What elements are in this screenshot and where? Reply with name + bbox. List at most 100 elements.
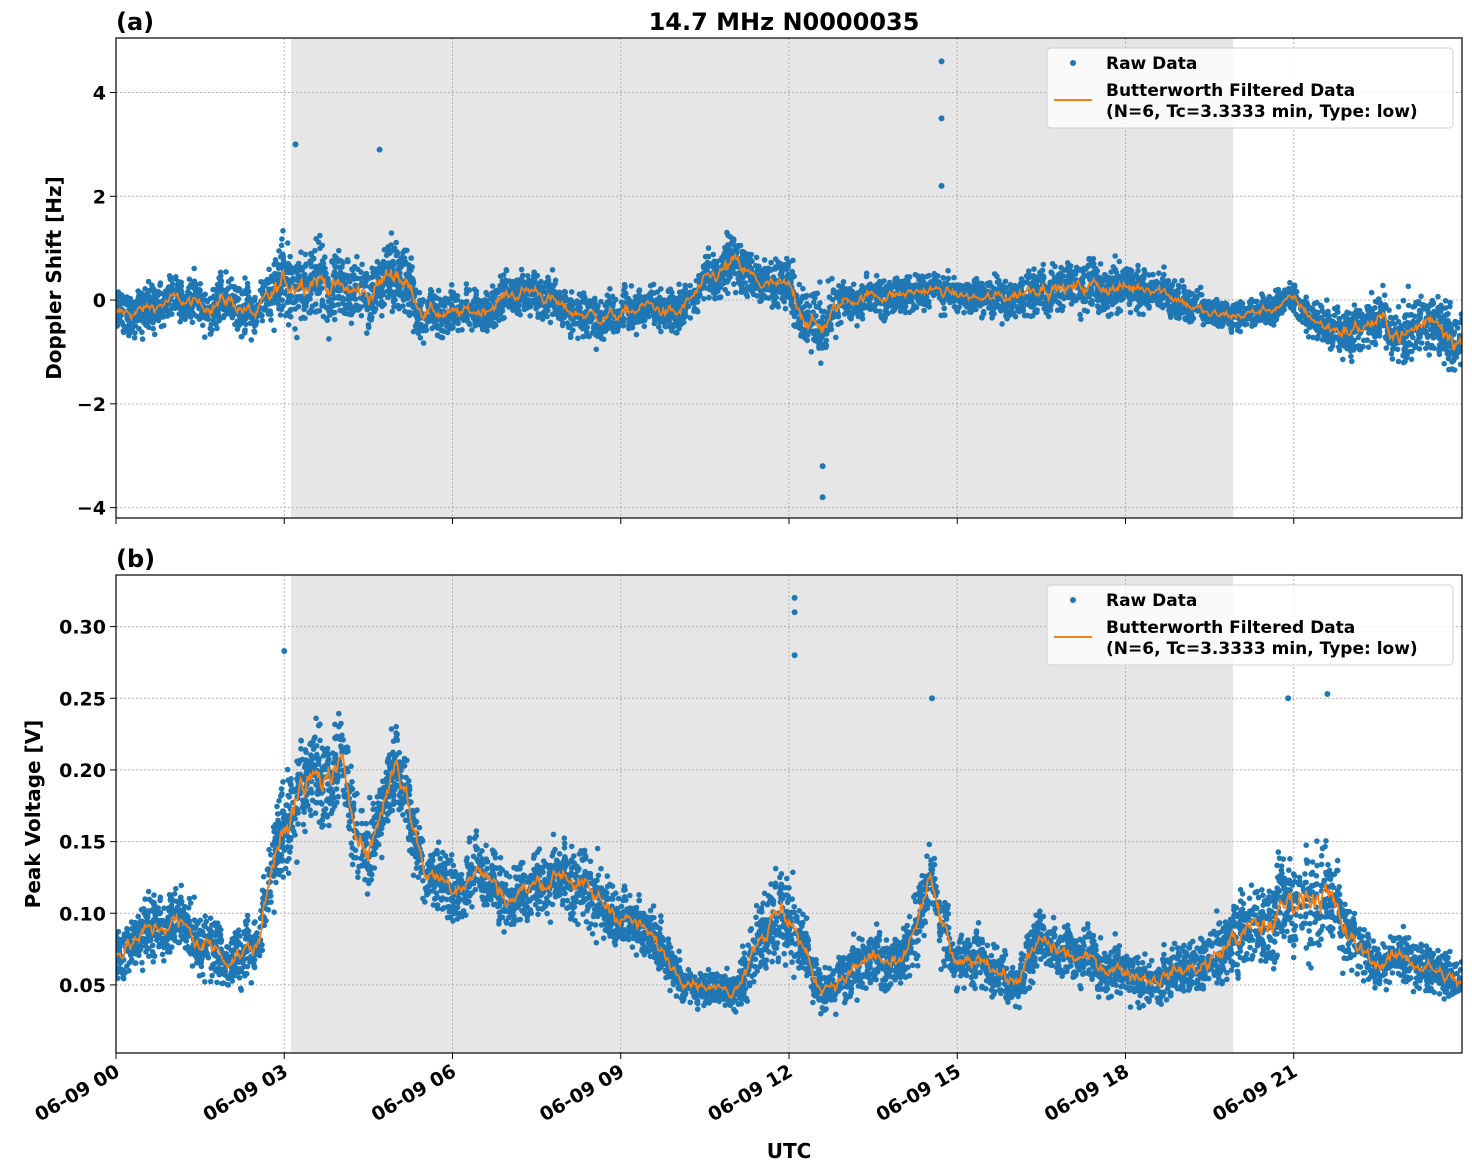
raw-point <box>1108 269 1114 275</box>
raw-point <box>651 320 658 327</box>
raw-point <box>366 316 373 322</box>
raw-point <box>873 272 880 279</box>
raw-point <box>1303 294 1309 301</box>
raw-point <box>850 289 857 296</box>
data-layer <box>116 58 1462 501</box>
raw-point <box>1075 267 1082 273</box>
raw-point <box>945 267 951 274</box>
raw-point <box>404 270 411 277</box>
raw-point <box>1381 292 1388 299</box>
raw-point <box>1002 278 1009 285</box>
raw-point <box>1287 279 1293 286</box>
raw-point <box>1249 319 1256 325</box>
raw-point <box>1198 292 1205 298</box>
raw-point <box>1046 302 1052 309</box>
raw-point <box>312 247 318 254</box>
raw-point <box>1135 262 1141 269</box>
raw-point <box>531 269 538 276</box>
raw-point <box>1068 301 1075 307</box>
raw-point <box>854 323 860 329</box>
raw-point <box>1394 346 1401 353</box>
y-axis-label-a: Doppler Shift [Hz] <box>42 176 66 380</box>
raw-point <box>556 289 563 296</box>
raw-point <box>427 295 434 302</box>
raw-point <box>1179 277 1185 284</box>
raw-point <box>386 284 393 291</box>
raw-point <box>1110 275 1116 281</box>
raw-point <box>833 334 839 341</box>
raw-point <box>861 302 868 309</box>
raw-point <box>150 325 156 332</box>
raw-point <box>722 286 728 293</box>
raw-point <box>1078 316 1084 323</box>
raw-point <box>696 273 702 279</box>
raw-point <box>1360 337 1367 344</box>
raw-point <box>410 310 417 317</box>
raw-point <box>218 287 224 294</box>
raw-point <box>1010 310 1017 317</box>
raw-point <box>143 322 149 328</box>
raw-point <box>1438 302 1444 309</box>
raw-point <box>1156 270 1162 277</box>
raw-point <box>1441 360 1447 367</box>
raw-point <box>358 312 365 319</box>
raw-point <box>259 317 266 324</box>
raw-point <box>606 300 613 307</box>
raw-point <box>369 265 376 272</box>
raw-point <box>392 297 398 303</box>
raw-point <box>1388 350 1395 357</box>
raw-point <box>1116 258 1123 265</box>
raw-point <box>251 328 257 334</box>
raw-point <box>332 253 338 259</box>
raw-point <box>1349 358 1355 365</box>
raw-point <box>157 280 164 286</box>
raw-point <box>393 239 400 246</box>
raw-point <box>212 286 218 293</box>
raw-point <box>732 270 738 277</box>
raw-point <box>344 257 351 263</box>
raw-point <box>1031 266 1037 272</box>
raw-point <box>279 236 285 242</box>
raw-point <box>1048 269 1054 275</box>
raw-point <box>335 301 342 308</box>
raw-point <box>1049 260 1056 267</box>
raw-point <box>1395 304 1402 310</box>
raw-point <box>359 261 365 268</box>
raw-point <box>1446 366 1452 373</box>
raw-point <box>782 305 789 312</box>
raw-point <box>538 278 544 285</box>
raw-point <box>598 298 604 305</box>
raw-point <box>1040 261 1047 268</box>
raw-point <box>492 314 499 321</box>
raw-point <box>731 281 737 287</box>
raw-point <box>450 325 456 331</box>
raw-point <box>784 265 791 271</box>
raw-point <box>804 337 810 344</box>
raw-point <box>444 329 451 336</box>
raw-point <box>1228 329 1235 335</box>
raw-point <box>1411 313 1418 320</box>
raw-point <box>1272 287 1279 294</box>
raw-point <box>379 313 385 319</box>
raw-point <box>682 282 688 289</box>
raw-point <box>1404 325 1411 332</box>
raw-point <box>284 310 290 317</box>
raw-point <box>277 312 284 318</box>
raw-point <box>658 328 664 335</box>
raw-point <box>1092 267 1098 274</box>
raw-point <box>478 321 485 328</box>
raw-point <box>546 302 552 309</box>
raw-point <box>988 310 995 317</box>
raw-point <box>768 259 774 266</box>
raw-point <box>337 269 344 276</box>
raw-point <box>1429 301 1435 308</box>
raw-point <box>568 289 575 295</box>
raw-point <box>547 319 554 326</box>
raw-point <box>761 257 768 263</box>
raw-point <box>994 273 1000 280</box>
raw-point <box>1340 356 1346 363</box>
raw-point <box>712 295 718 302</box>
raw-point <box>302 251 309 258</box>
raw-point <box>766 295 772 301</box>
raw-point <box>610 329 617 335</box>
